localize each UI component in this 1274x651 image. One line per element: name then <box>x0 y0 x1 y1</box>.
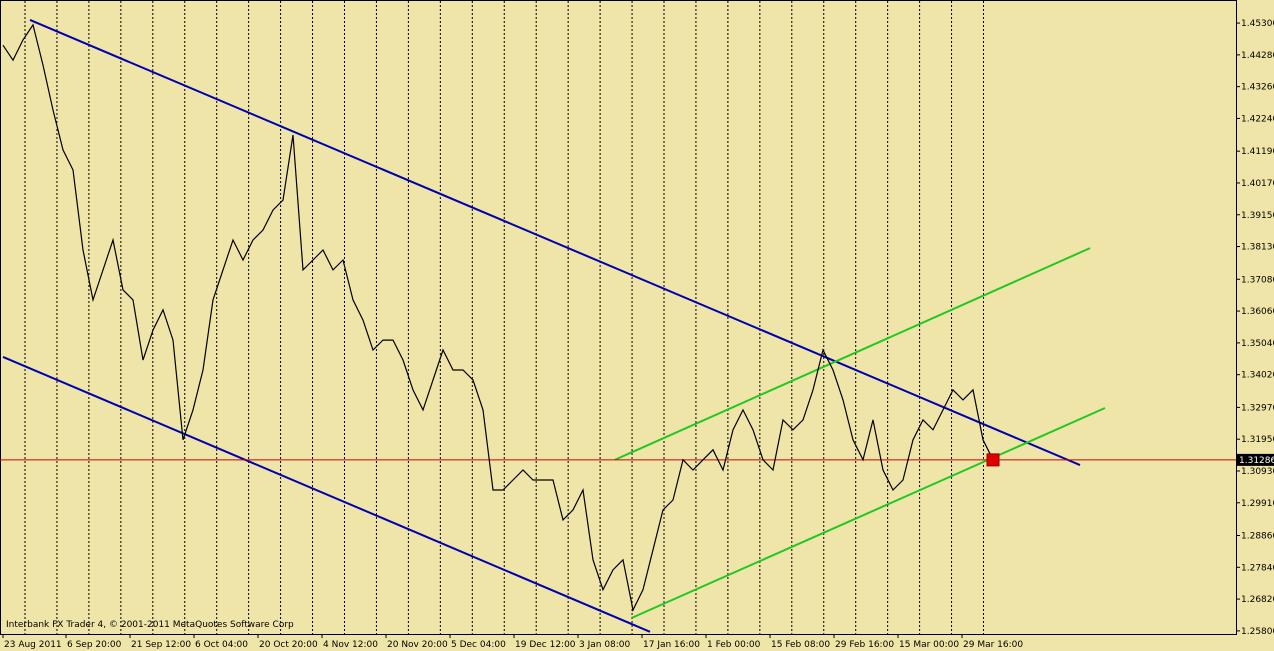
y-tick-label: 1.37080 <box>1241 275 1274 285</box>
x-tick-label: 17 Jan 16:00 <box>643 640 700 650</box>
x-tick-label: 4 Nov 12:00 <box>323 640 378 650</box>
y-tick-label: 1.27840 <box>1241 563 1274 573</box>
y-tick-label: 1.31950 <box>1241 435 1274 445</box>
y-tick-label: 1.26820 <box>1241 595 1274 605</box>
y-tick-label: 1.32970 <box>1241 403 1274 413</box>
trend-line <box>631 407 1106 619</box>
x-tick-label: 21 Sep 12:00 <box>131 640 191 650</box>
x-tick-label: 20 Nov 20:00 <box>387 640 448 650</box>
y-tick-label: 1.29910 <box>1241 499 1274 509</box>
x-tick-label: 5 Dec 04:00 <box>451 640 506 650</box>
y-tick-label: 1.43260 <box>1241 83 1274 93</box>
y-tick-label: 1.44280 <box>1241 51 1274 61</box>
x-tick-label: 15 Feb 08:00 <box>771 640 830 650</box>
x-tick-label: 29 Mar 16:00 <box>963 640 1023 650</box>
trend-line <box>2 355 651 633</box>
current-price-box <box>1237 453 1274 466</box>
y-tick-label: 1.34020 <box>1241 371 1274 381</box>
period-separators <box>24 1 984 634</box>
trend-line <box>29 19 1081 466</box>
y-tick-label: 1.25800 <box>1241 627 1274 637</box>
x-tick-label: 29 Feb 16:00 <box>835 640 894 650</box>
y-tick-label: 1.45300 <box>1241 19 1274 29</box>
y-tick-label: 1.40170 <box>1241 179 1274 189</box>
watermark: Interbank FX Trader 4, © 2001-2011 MetaQ… <box>6 620 294 630</box>
x-tick-label: 3 Jan 08:00 <box>579 640 631 650</box>
current-price-marker <box>986 453 1000 467</box>
x-tick-label: 6 Sep 20:00 <box>67 640 122 650</box>
current-price-label: 1.31286 <box>1239 456 1274 466</box>
x-tick-label: 20 Oct 20:00 <box>259 640 318 650</box>
price-line <box>2 23 994 612</box>
plot-border <box>0 0 1237 635</box>
x-tick-label: 19 Dec 12:00 <box>515 640 576 650</box>
x-tick-label: 6 Oct 04:00 <box>195 640 248 650</box>
y-tick-label: 1.30930 <box>1241 467 1274 477</box>
y-tick-label: 1.35040 <box>1241 339 1274 349</box>
y-tick-label: 1.42240 <box>1241 114 1274 124</box>
x-tick-label: 15 Mar 00:00 <box>899 640 959 650</box>
y-tick-label: 1.36060 <box>1241 307 1274 317</box>
y-tick-label: 1.39150 <box>1241 211 1274 221</box>
y-tick-label: 1.41190 <box>1241 147 1274 157</box>
trend-line <box>614 247 1091 461</box>
y-tick-label: 1.38130 <box>1241 243 1274 253</box>
y-tick-label: 1.28860 <box>1241 532 1274 542</box>
x-tick-label: 23 Aug 2011 <box>4 640 62 650</box>
x-tick-label: 1 Feb 00:00 <box>707 640 761 650</box>
